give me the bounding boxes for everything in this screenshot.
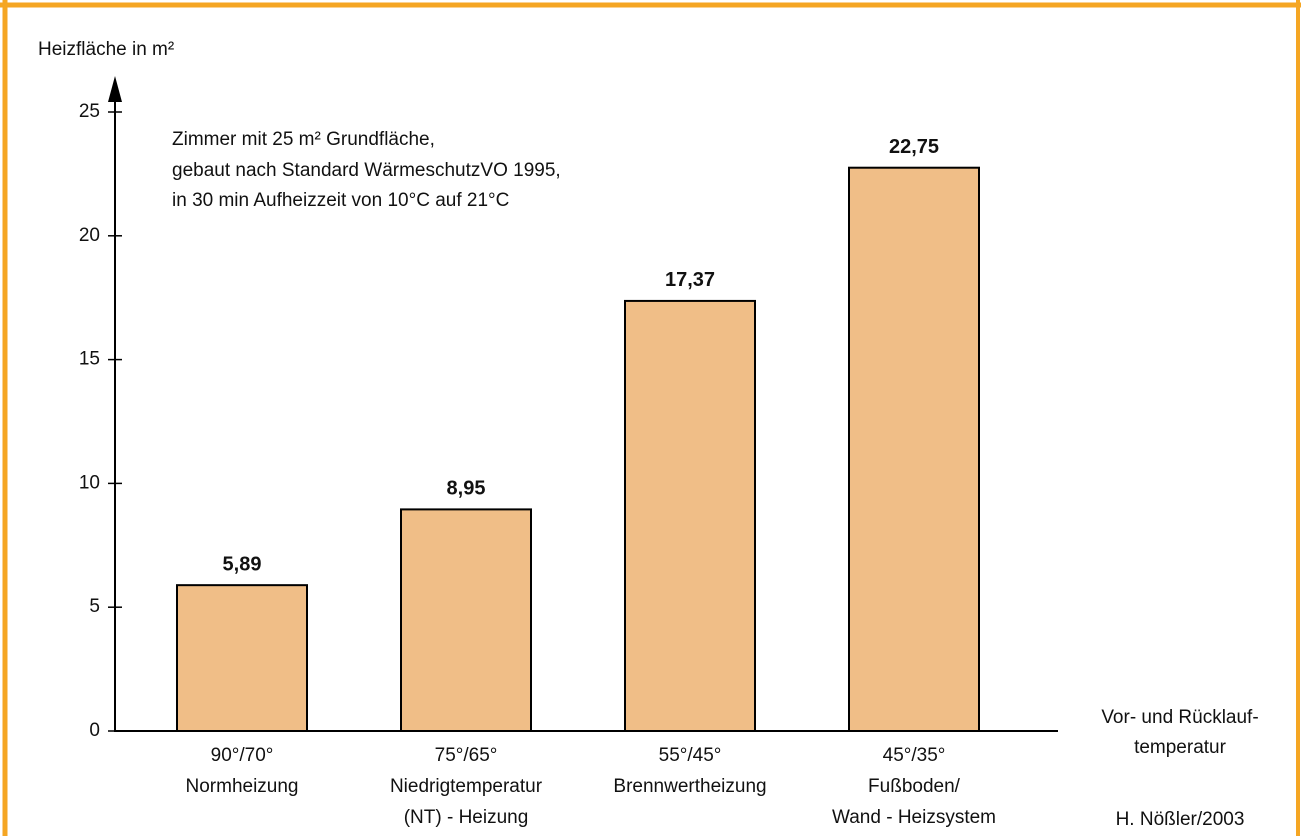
x-tick-label: Fußboden/ [868,776,961,797]
x-tick-label: (NT) - Heizung [404,807,529,828]
x-tick-label: Brennwertheizung [613,776,766,797]
x-tick-label: Normheizung [186,776,299,797]
y-axis-label: Heizfläche in m² [38,39,174,60]
x-axis-label: Vor- und Rücklauf- [1101,707,1258,728]
x-tick-label: 45°/35° [883,745,946,766]
bar [400,508,532,733]
x-axis-label: temperatur [1134,737,1227,758]
x-tick-label: 90°/70° [211,745,274,766]
y-tick-label: 5 [89,596,100,617]
data-label: 8,95 [447,478,486,500]
x-tick-label: 55°/45° [659,745,722,766]
y-axis-arrow [108,76,122,102]
data-label: 17,37 [665,269,715,291]
annotation: gebaut nach Standard WärmeschutzVO 1995, [172,160,561,181]
x-tick-label: 75°/65° [435,745,498,766]
data-label: 22,75 [889,136,939,158]
bar [848,166,980,732]
credit: H. Nößler/2003 [1116,809,1245,830]
annotation: in 30 min Aufheizzeit von 10°C auf 21°C [172,190,509,211]
y-tick-label: 0 [89,720,100,741]
y-tick-label: 15 [79,349,100,370]
x-tick-label: Niedrigtemperatur [390,776,543,797]
data-label: 5,89 [223,553,262,575]
bar [176,584,308,732]
bar [624,299,756,732]
y-tick-label: 20 [79,225,100,246]
y-tick-label: 25 [79,101,100,122]
x-tick-label: Wand - Heizsystem [832,807,996,828]
annotation: Zimmer mit 25 m² Grundfläche, [172,129,435,150]
y-tick-label: 10 [79,472,100,493]
